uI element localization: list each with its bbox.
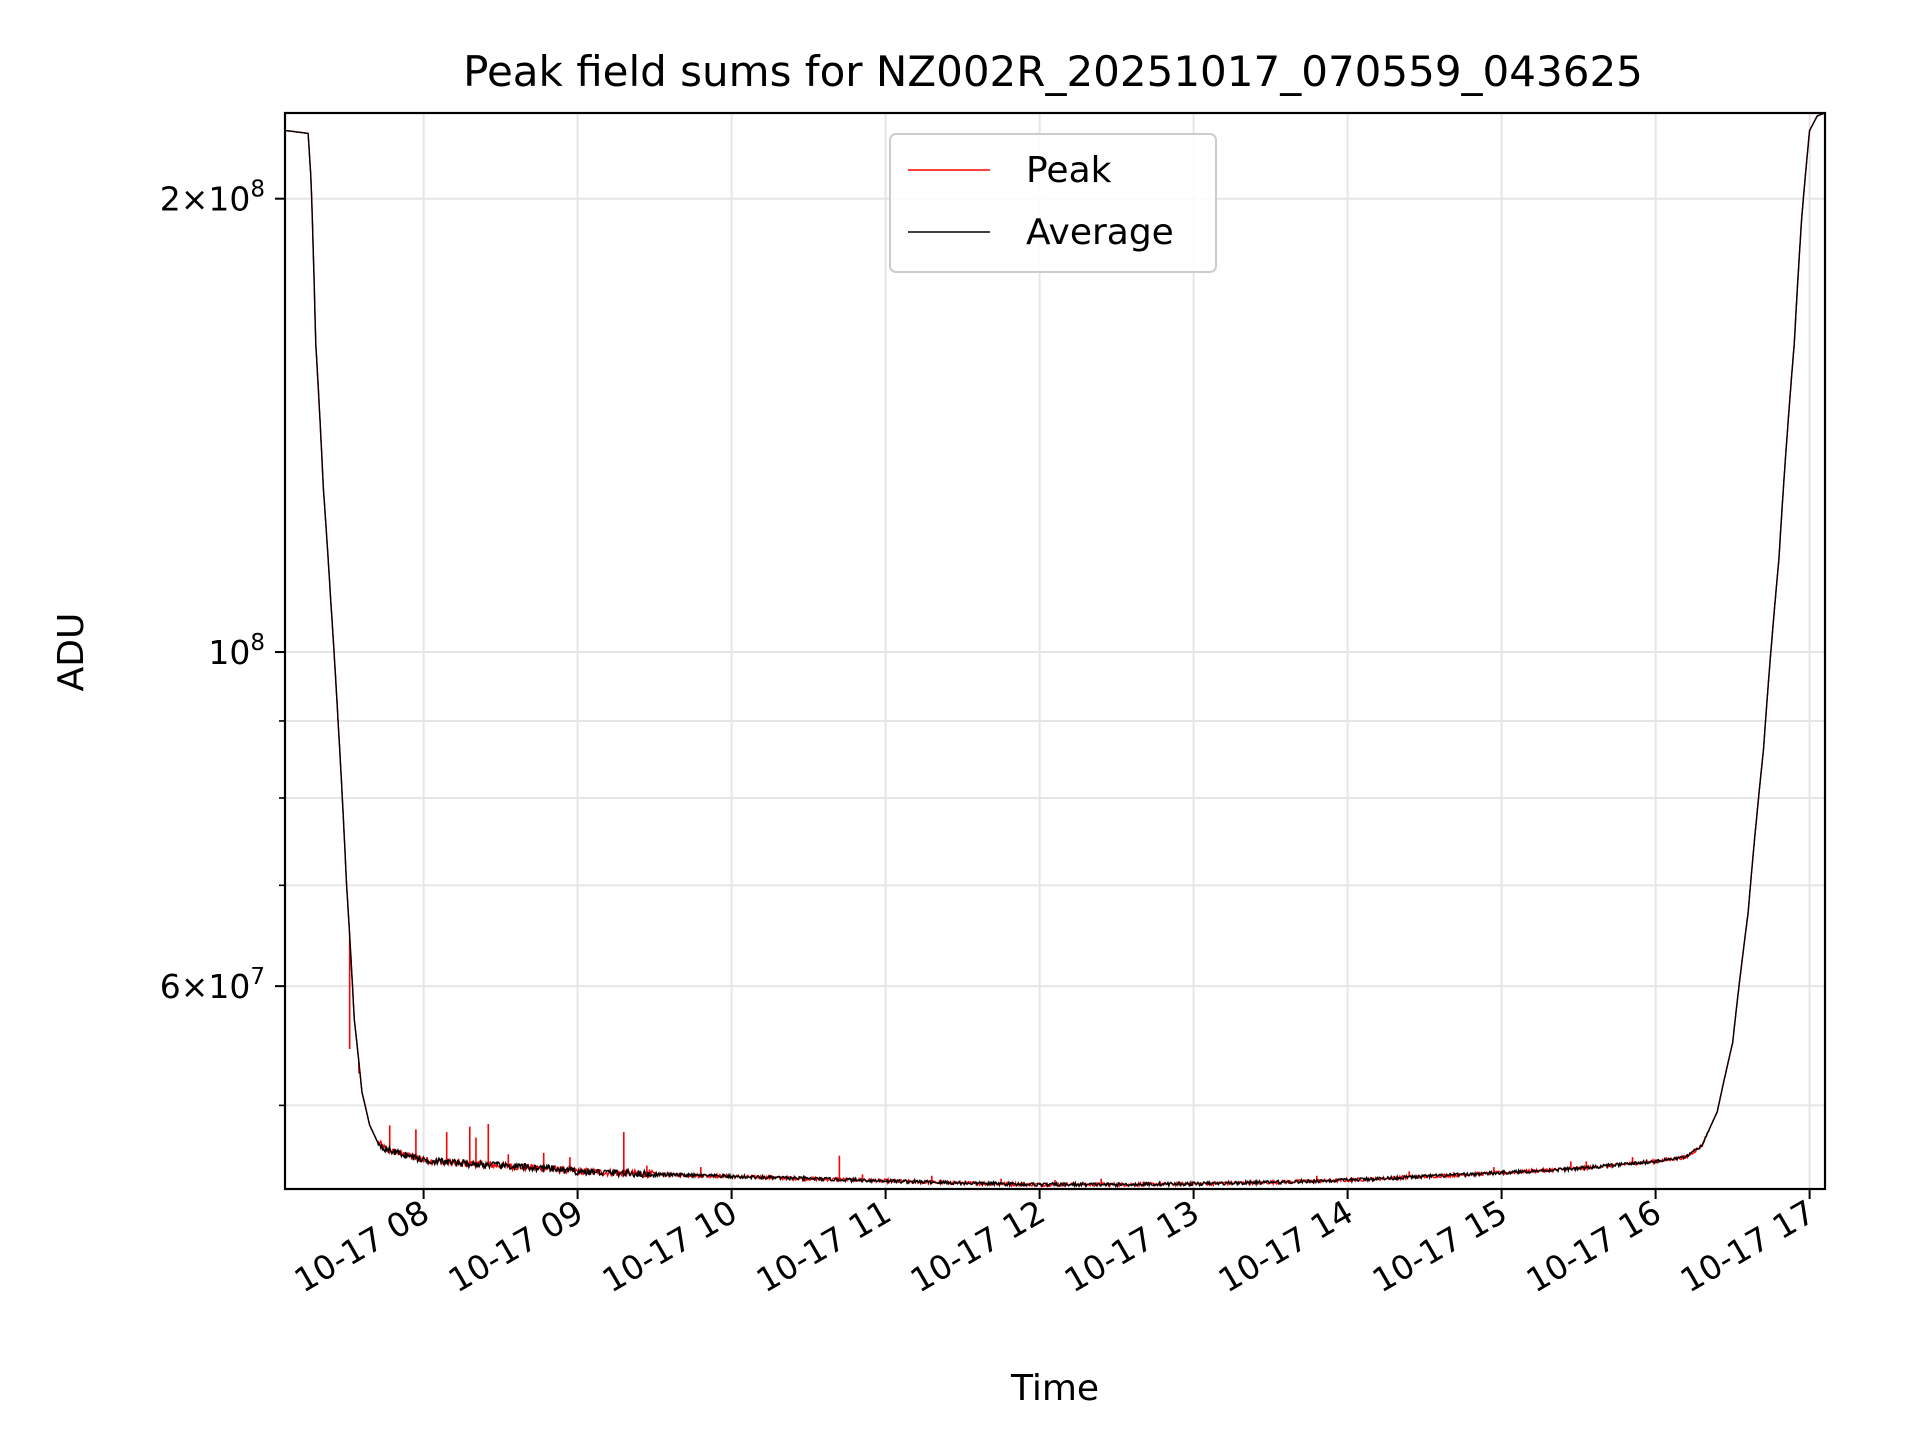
y-tick-label: 6×107: [160, 964, 265, 1006]
series-line-average: [284, 112, 1826, 1189]
x-axis-label: Time: [1010, 1368, 1099, 1409]
legend-label-peak: Peak: [1026, 150, 1112, 191]
legend-label-average: Average: [1026, 212, 1174, 253]
series-layer: [284, 112, 1826, 1189]
y-tick-label: 108: [208, 630, 265, 672]
legend: Peak Average: [889, 133, 1217, 273]
y-tick-label: 2×108: [160, 177, 265, 219]
chart-title: Peak field sums for NZ002R_20251017_0705…: [463, 47, 1643, 96]
y-axis-label: ADU: [51, 613, 92, 692]
plot-area-frame: [283, 111, 1827, 1191]
legend-box: [889, 133, 1217, 273]
